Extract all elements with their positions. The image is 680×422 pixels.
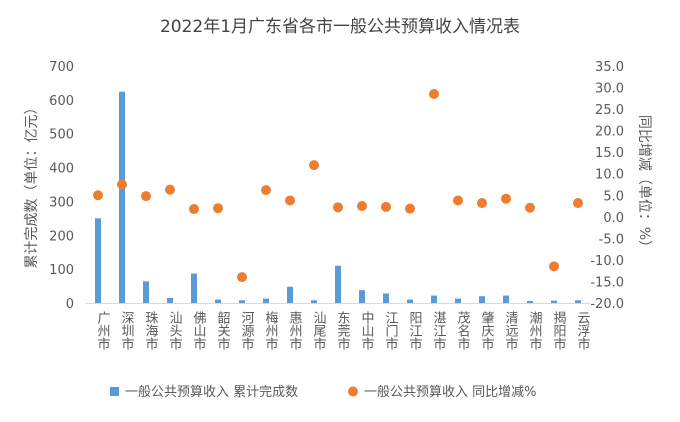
bar-mark [503,295,509,303]
bar-mark [359,290,365,303]
bar-mark [215,299,221,303]
x-category-label: 河源市 [239,311,255,350]
scatter-point [165,184,175,195]
legend-dot-swatch [348,386,358,397]
y-left-axis-title: 累计完成数（单位：亿元） [24,101,40,269]
x-category-label: 江门市 [383,311,399,350]
x-category-label: 珠海市 [143,311,159,350]
y-left-tick-label: 400 [49,162,74,177]
y-right-tick-label: -5.0 [599,232,624,247]
y-right-tick-label: -10.0 [590,254,624,269]
scatter-point [333,202,343,213]
scatter-point [213,203,223,214]
scatter-point [93,190,103,201]
x-category-label: 汕尾市 [311,311,327,350]
x-category-label: 梅州市 [263,311,279,350]
scatter-point [357,201,367,212]
plot-area: 0 100 200 300 400 500 600 700 -20.0 -15.0 -10.0 -5.… [24,60,652,400]
bar-mark [263,298,269,303]
x-category-label: 肇庆市 [479,311,495,350]
legend-dot-label: 一般公共预算收入 同比增减% [364,384,537,400]
scatter-point [525,202,535,213]
bar-mark [527,300,533,303]
scatter-point [453,195,463,206]
bar-mark [239,300,245,303]
x-category-label: 深圳市 [119,311,135,350]
bar-mark [119,91,125,303]
x-category-label: 佛山市 [191,311,207,350]
bar-mark [551,300,557,303]
x-category-label: 云浮市 [575,311,591,350]
y-right-axis-title: 同比增减（单位：%） [636,115,652,254]
x-category-label: 中山市 [359,311,375,350]
x-category-label: 湛江市 [431,311,447,350]
y-right-tick-label: 15.0 [595,146,624,161]
scatter-point [405,203,415,214]
y-left-tick-label: 200 [49,229,74,244]
scatter-point [117,179,127,190]
y-right-tick-label: 35.0 [595,60,624,75]
y-left-tick-label: 100 [49,263,74,278]
bar-mark [311,300,317,303]
bar-mark [383,293,389,303]
y-right-tick-label: -20.0 [590,297,624,312]
y-left-tick-label: 600 [49,94,74,109]
x-category-label: 韶关市 [215,310,231,350]
bar-mark [95,218,101,303]
scatter-point [573,198,583,209]
scatter-point [261,185,271,196]
scatter-point [429,89,439,100]
x-category-label: 潮州市 [527,311,543,350]
y-left-tick-label: 500 [49,128,74,143]
y-right-tick-label: 25.0 [595,103,624,118]
scatter-point [477,198,487,209]
bar-mark [287,286,293,303]
bar-mark [575,300,581,303]
bar-mark [479,296,485,303]
scatter-point [285,195,295,206]
y-right-tick-label: 0.0 [603,211,624,226]
x-category-label: 惠州市 [287,311,303,350]
y-left-tick-label: 700 [49,60,74,75]
scatter-point [237,272,247,283]
x-category-label: 揭阳市 [551,311,567,350]
chart-title: 2022年1月广东省各市一般公共预算收入情况表 [160,17,520,37]
bar-mark [191,273,197,303]
scatter-point [189,204,199,215]
x-category-label: 阳江市 [407,311,423,350]
y-right-tick-label: 10.0 [595,168,624,183]
x-category-label: 广州市 [95,311,111,350]
scatter-point [381,201,391,212]
y-left-tick-label: 0 [66,297,74,312]
bar-mark [143,281,149,303]
scatter-point [501,193,511,204]
scatter-point [141,191,151,202]
y-right-tick-label: 30.0 [595,82,624,97]
y-right-tick-label: -15.0 [590,275,624,290]
legend-bar-swatch [110,387,119,396]
y-right-tick-label: 5.0 [603,189,624,204]
x-category-label: 汕头市 [167,311,183,350]
bar-mark [407,299,413,303]
legend-bar-label: 一般公共预算收入 累计完成数 [125,384,298,400]
y-left-tick-label: 300 [49,195,74,210]
bar-mark [455,298,461,303]
scatter-point [309,160,319,171]
bar-mark [335,265,341,303]
bar-mark [431,295,437,303]
x-category-label: 东莞市 [335,311,351,350]
bar-mark [167,297,173,303]
scatter-point [549,261,559,272]
x-category-label: 茂名市 [455,311,471,350]
x-category-label: 清远市 [503,311,519,350]
y-right-tick-label: 20.0 [595,125,624,140]
